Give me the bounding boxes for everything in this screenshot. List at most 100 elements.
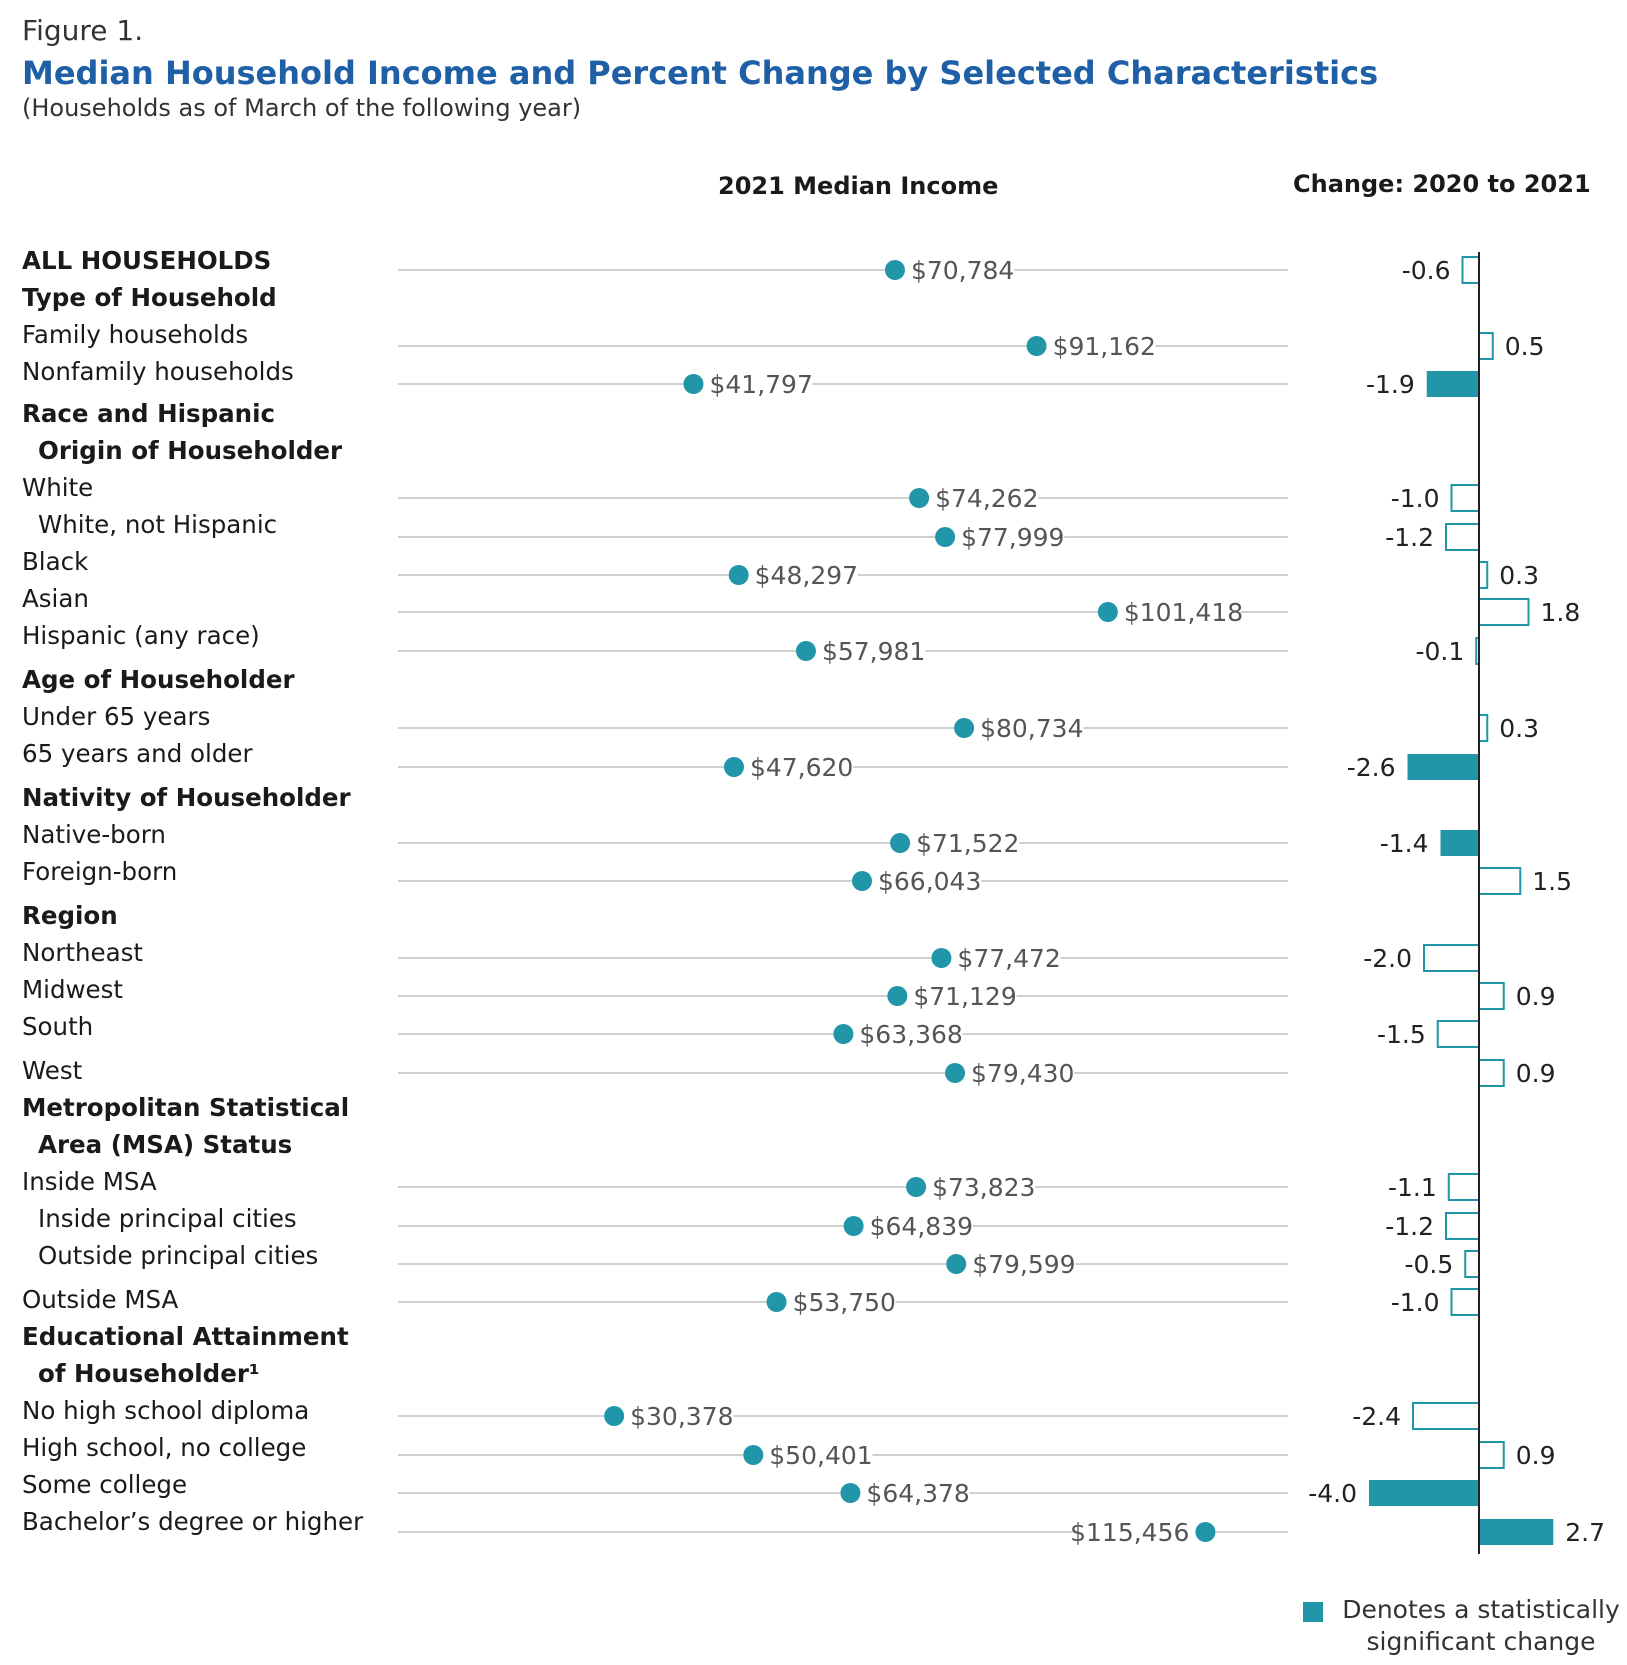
- change-bar-significant: [1479, 1519, 1554, 1545]
- row-label: No high school diploma: [22, 1396, 310, 1425]
- income-label: $48,297: [755, 561, 858, 590]
- row-label: Metropolitan Statistical: [22, 1093, 350, 1122]
- change-bar: [1445, 523, 1480, 551]
- row-label: Inside MSA: [22, 1167, 157, 1196]
- change-bar: [1423, 944, 1480, 972]
- income-dot: [766, 1292, 787, 1312]
- income-label: $91,162: [1053, 332, 1156, 361]
- row-label: White, not Hispanic: [38, 510, 278, 539]
- change-label: -1.9: [1366, 370, 1415, 399]
- income-dot: [743, 1445, 764, 1465]
- change-label: -0.1: [1415, 637, 1464, 666]
- row-label: Foreign-born: [22, 857, 178, 886]
- change-label: 0.9: [1516, 982, 1556, 1011]
- row-label: Bachelor’s degree or higher: [22, 1507, 364, 1536]
- income-dot: [795, 641, 816, 661]
- row-label: Outside principal cities: [38, 1241, 319, 1270]
- change-bar: [1478, 714, 1489, 742]
- change-label: -1.2: [1385, 523, 1434, 552]
- row-label: of Householder¹: [38, 1359, 260, 1388]
- income-label: $71,522: [916, 829, 1019, 858]
- change-label: -2.0: [1363, 944, 1412, 973]
- change-label: -2.6: [1347, 753, 1396, 782]
- income-dot: [728, 565, 749, 585]
- change-bar: [1447, 1173, 1480, 1201]
- income-dot: [1195, 1522, 1216, 1542]
- income-dot: [906, 1177, 927, 1197]
- income-dot: [890, 833, 911, 853]
- row-label: Midwest: [22, 975, 123, 1004]
- row-label: Family households: [22, 320, 249, 349]
- change-bar: [1450, 484, 1480, 512]
- income-dot: [851, 871, 872, 891]
- change-label: 0.3: [1499, 714, 1539, 743]
- income-dot: [931, 948, 952, 968]
- income-dot: [1097, 602, 1118, 622]
- income-dot: [833, 1024, 854, 1044]
- change-label: -0.5: [1404, 1250, 1453, 1279]
- change-label: -0.6: [1402, 256, 1451, 285]
- income-dot: [887, 986, 908, 1006]
- row-label: Race and Hispanic: [22, 399, 276, 428]
- change-label: -1.1: [1388, 1173, 1437, 1202]
- change-label: 0.5: [1505, 332, 1545, 361]
- change-label: -1.0: [1391, 484, 1440, 513]
- income-label: $64,839: [870, 1212, 973, 1241]
- income-dot: [840, 1483, 861, 1503]
- row-label: West: [22, 1056, 83, 1085]
- income-label: $50,401: [769, 1441, 872, 1470]
- row-label: 65 years and older: [22, 739, 253, 768]
- income-label: $41,797: [709, 370, 812, 399]
- income-label: $101,418: [1124, 598, 1243, 627]
- change-label: -1.4: [1380, 829, 1429, 858]
- row-label: Nonfamily households: [22, 357, 294, 386]
- income-label: $47,620: [750, 753, 853, 782]
- row-label: South: [22, 1012, 94, 1041]
- change-bar: [1464, 1250, 1480, 1278]
- change-bar: [1478, 1441, 1505, 1469]
- income-label: $53,750: [793, 1288, 896, 1317]
- change-label: -1.0: [1391, 1288, 1440, 1317]
- row-label: ALL HOUSEHOLDS: [22, 246, 272, 275]
- chart-title: Median Household Income and Percent Chan…: [22, 54, 1379, 92]
- change-bar-significant: [1440, 830, 1479, 856]
- legend-swatch: [1303, 1602, 1323, 1622]
- row-label: White: [22, 473, 94, 502]
- figure-label: Figure 1.: [22, 14, 144, 47]
- row-label: Age of Householder: [22, 665, 295, 694]
- row-label: Educational Attainment: [22, 1322, 349, 1351]
- change-bar: [1478, 867, 1522, 895]
- income-dot: [954, 718, 975, 738]
- row-label: Under 65 years: [22, 702, 211, 731]
- chart-subtitle: (Households as of March of the following…: [22, 94, 582, 122]
- income-label: $57,981: [822, 637, 925, 666]
- row-label: Area (MSA) Status: [38, 1130, 293, 1159]
- income-label: $70,784: [911, 256, 1014, 285]
- income-label: $63,368: [859, 1020, 962, 1049]
- income-label: $80,734: [980, 714, 1083, 743]
- change-label: -1.2: [1385, 1212, 1434, 1241]
- income-label: $79,599: [972, 1250, 1075, 1279]
- income-label: $30,378: [630, 1402, 733, 1431]
- income-column-header: 2021 Median Income: [718, 172, 999, 200]
- change-bar: [1478, 561, 1489, 589]
- change-bar: [1478, 332, 1494, 360]
- income-dot: [945, 1063, 966, 1083]
- income-dot: [683, 374, 704, 394]
- row-label: Type of Household: [22, 283, 277, 312]
- income-dot: [909, 488, 930, 508]
- change-bar: [1478, 1059, 1505, 1087]
- legend: Denotes a statistically significant chan…: [1303, 1594, 1623, 1660]
- change-label: 0.9: [1516, 1441, 1556, 1470]
- income-dot: [1026, 336, 1047, 356]
- change-bar: [1436, 1020, 1480, 1048]
- row-label: Hispanic (any race): [22, 621, 260, 650]
- income-label: $79,430: [971, 1059, 1074, 1088]
- row-label: Black: [22, 547, 89, 576]
- row-label: Outside MSA: [22, 1285, 179, 1314]
- income-dot: [935, 527, 956, 547]
- change-bar-significant: [1407, 754, 1479, 780]
- change-bar: [1412, 1402, 1480, 1430]
- change-bar: [1445, 1212, 1480, 1240]
- income-dot: [884, 260, 905, 280]
